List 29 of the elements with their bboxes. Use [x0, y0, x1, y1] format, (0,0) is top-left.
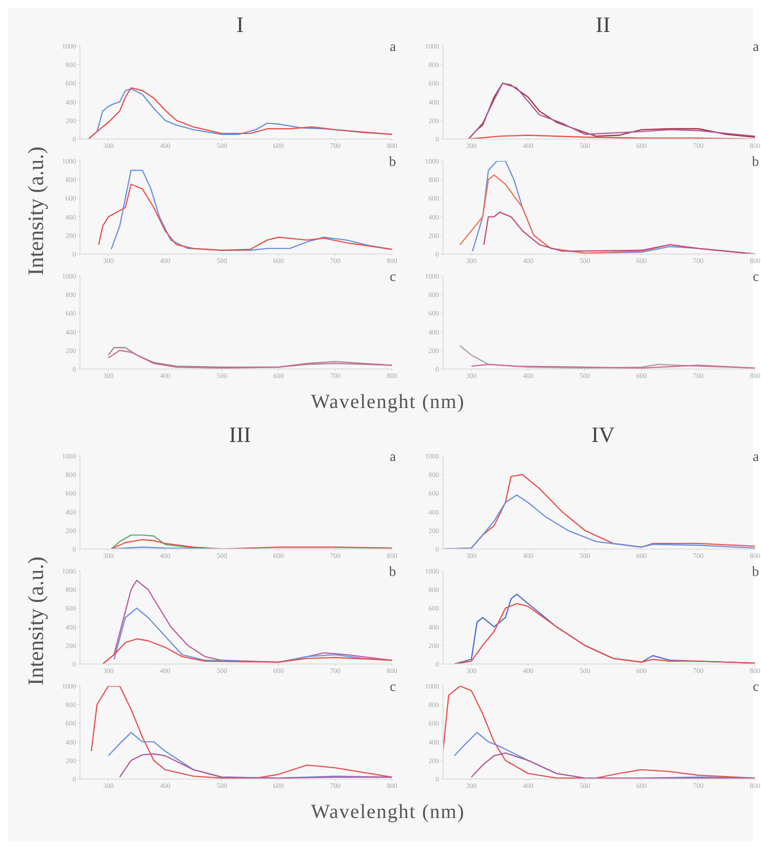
- y-axis-title: Intensity (a.u.): [23, 146, 49, 275]
- annotation: a: [390, 450, 396, 466]
- annotation: c: [752, 680, 759, 696]
- annotation: b: [752, 155, 759, 171]
- line-series: [468, 82, 755, 139]
- line-series: [110, 539, 392, 549]
- line-series: [470, 752, 755, 779]
- x-axis-title: Wavelenght (nm): [311, 391, 465, 414]
- chart-title: II: [594, 12, 612, 38]
- line-series: [90, 686, 392, 779]
- annotation: b: [389, 565, 396, 581]
- chart-title: III: [228, 422, 252, 448]
- line-series: [119, 753, 392, 779]
- line-series: [483, 212, 755, 254]
- chart-title: I: [235, 12, 245, 38]
- chart-title: IV: [590, 422, 616, 448]
- line-series: [98, 184, 392, 251]
- annotation: c: [390, 680, 396, 696]
- y-axis-title: Intensity (a.u.): [23, 556, 49, 685]
- annotation: c: [390, 270, 396, 286]
- line-series: [102, 638, 392, 664]
- annotation: a: [752, 450, 759, 466]
- annotation: b: [389, 155, 396, 171]
- annotation: a: [390, 40, 396, 56]
- annotation: c: [752, 270, 759, 286]
- x-axis-title: Wavelenght (nm): [311, 801, 465, 824]
- annotation: b: [752, 565, 759, 581]
- annotation: a: [752, 40, 759, 56]
- line-series: [110, 170, 392, 251]
